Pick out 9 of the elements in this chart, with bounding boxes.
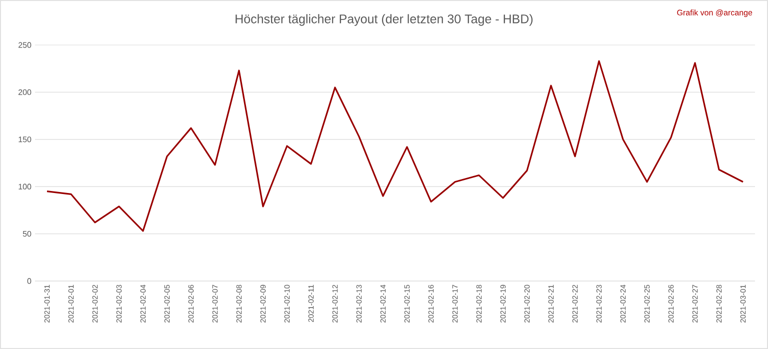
text: Grafik von @arcange [677, 10, 752, 17]
y-tick-label: 150 [18, 136, 32, 142]
y-tick-label: 100 [18, 184, 32, 190]
y-tick-label: 50 [22, 230, 32, 237]
y-tick-label: 250 [18, 42, 32, 48]
line-series [46, 60, 744, 232]
y-tick-label: 200 [18, 89, 32, 96]
y-tick-label: 0 [27, 278, 32, 284]
chart-title: Höchster täglicher Payout (der letzten 30 Tage - HBD) [236, 14, 533, 26]
